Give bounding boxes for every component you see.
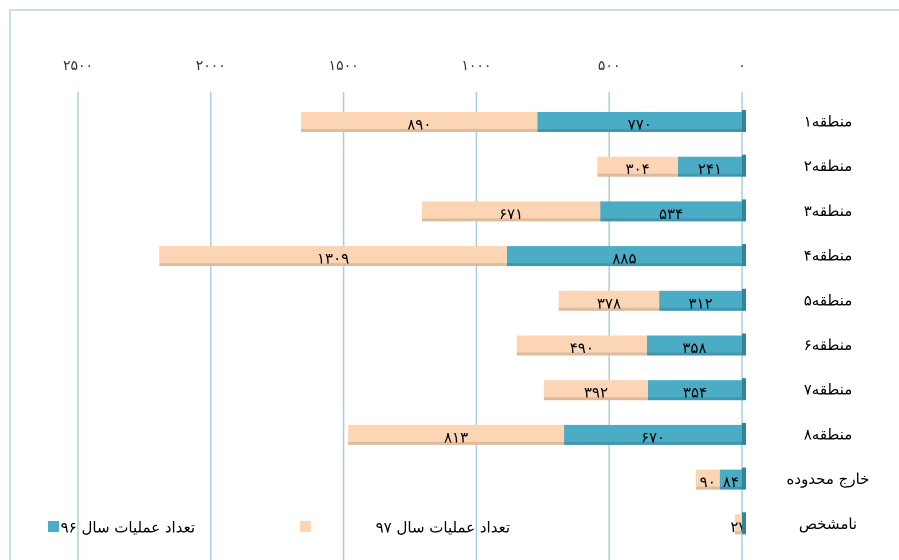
bar-shadow <box>600 218 742 222</box>
bar-side <box>742 422 746 445</box>
bar-shadow <box>159 263 507 267</box>
data-label: ۹۰ <box>700 473 716 491</box>
category-label: منطقه۶ <box>804 336 853 354</box>
bar-shadow <box>506 263 742 267</box>
bar-segment <box>734 514 742 535</box>
data-label: ۳۱۲ <box>688 294 712 312</box>
bar-segment <box>564 424 742 445</box>
bar-segment <box>677 156 742 177</box>
bar-shadow <box>646 352 742 356</box>
bar-segment <box>695 469 720 490</box>
bar-segment <box>719 469 742 490</box>
data-label: ۵۳۴ <box>659 205 683 223</box>
bar-segment <box>543 380 648 401</box>
bar-shadow <box>301 129 538 132</box>
x-tick-label: ۲۰۰۰ <box>196 58 226 74</box>
legend-swatch <box>300 521 311 532</box>
data-label: ۷۷۰ <box>628 116 652 134</box>
bar-shadow <box>421 218 601 222</box>
bar-segment <box>600 201 742 222</box>
data-label: ۸۴ <box>723 473 739 491</box>
bar-shadow <box>695 486 720 490</box>
legend-swatch <box>48 521 59 532</box>
category-label: منطقه۸ <box>804 425 853 443</box>
bar-side <box>742 333 746 356</box>
category-label: منطقه۴ <box>804 247 853 265</box>
bar-side <box>742 110 746 132</box>
bar-shadow <box>516 352 647 356</box>
bar-segment <box>159 246 507 267</box>
bar-segment <box>646 335 742 356</box>
bar-shadow <box>719 486 742 490</box>
bar-shadow <box>659 307 742 311</box>
data-label: ۲۴۱ <box>698 160 722 178</box>
x-tick-label: ۱۵۰۰ <box>329 58 359 74</box>
x-tick-label: ۵۰۰ <box>598 58 621 74</box>
data-label: ۴۹۰ <box>570 339 594 357</box>
bar-side <box>742 378 746 401</box>
bar-shadow <box>597 173 678 177</box>
bar-segment <box>516 335 647 356</box>
bar-shadow <box>543 397 648 401</box>
category-label: منطقه۱ <box>804 113 853 131</box>
bar-segment <box>301 112 538 132</box>
chart-frame <box>9 9 899 560</box>
bar-segment <box>558 290 660 311</box>
bar-shadow <box>558 307 660 311</box>
x-tick-label: ۰ <box>738 58 746 74</box>
bar-segment <box>597 156 678 177</box>
bar-segment <box>647 380 742 401</box>
data-label: ۸۸۵ <box>612 250 636 268</box>
bar-side <box>742 467 746 490</box>
data-label: ۳۹۲ <box>584 384 608 402</box>
bar-segment <box>348 424 565 445</box>
bar-side <box>742 154 746 177</box>
data-label: ۳۷۸ <box>597 294 621 312</box>
bar-shadow <box>647 397 742 401</box>
bar-side <box>742 244 746 267</box>
bar-shadow <box>677 173 742 177</box>
bar-shadow <box>734 531 742 535</box>
data-label: ۳۵۸ <box>682 339 706 357</box>
legend-label: تعداد عملیات سال ۹۶ <box>61 519 195 537</box>
data-label: ۸۱۳ <box>444 428 468 446</box>
bar-side <box>742 288 746 311</box>
category-label: نامشخص <box>799 515 857 533</box>
bar-segment <box>659 290 742 311</box>
category-label: خارج محدوده <box>787 470 870 489</box>
bar-side <box>742 199 746 222</box>
bar-segment <box>537 112 742 132</box>
data-label: ۱۳۰۹ <box>317 250 349 268</box>
bar-shadow <box>564 441 742 445</box>
category-label: منطقه۳ <box>804 202 853 220</box>
bar-side <box>742 512 746 535</box>
data-label: ۶۷۰ <box>641 428 665 446</box>
bar-shadow <box>348 441 565 445</box>
data-label: ۸۹۰ <box>407 116 431 134</box>
x-tick-label: ۱۰۰۰ <box>461 58 491 74</box>
category-label: منطقه۲ <box>804 157 853 175</box>
bar-shadow <box>537 129 742 132</box>
data-label: ۳۵۴ <box>683 384 707 402</box>
bar-segment <box>421 201 601 222</box>
bar-segment <box>506 246 742 267</box>
category-label: منطقه۷ <box>804 381 853 399</box>
data-label: ۳۰۴ <box>626 160 650 178</box>
category-label: منطقه۵ <box>804 291 853 309</box>
legend-label: تعداد عملیات سال ۹۷ <box>376 519 510 537</box>
x-tick-label: ۲۵۰۰ <box>63 58 93 74</box>
data-label: ۶۷۱ <box>499 205 523 223</box>
